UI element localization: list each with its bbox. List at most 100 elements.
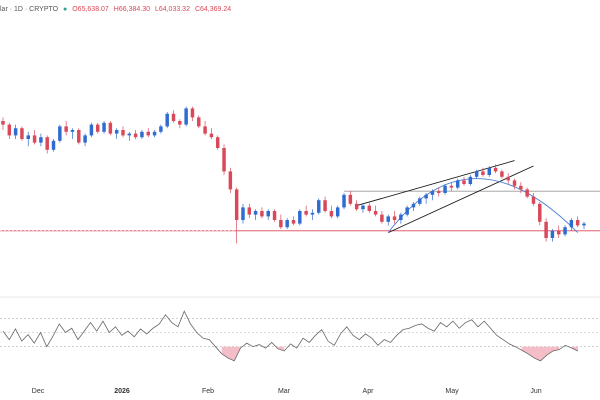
candle-body — [165, 113, 169, 127]
candle-body — [380, 214, 384, 222]
candle-body — [1, 121, 5, 125]
candle-body — [83, 135, 87, 143]
candle-body — [285, 220, 289, 228]
candle-body — [228, 171, 233, 190]
candle-body — [114, 130, 119, 134]
candle-body — [291, 220, 296, 224]
candle-body — [7, 124, 12, 136]
candle-body — [361, 205, 365, 210]
candle-body — [399, 214, 403, 220]
candle-body — [348, 194, 353, 204]
candle-body — [575, 220, 580, 226]
candle-body — [121, 130, 125, 136]
x-tick-label: Feb — [202, 388, 214, 395]
candle-body — [424, 194, 428, 199]
symbol-label: lar · 1D · CRYPTO — [0, 6, 59, 13]
chart-header: lar · 1D · CRYPTO ● O65,638.07 H66,384.3… — [0, 3, 234, 17]
x-tick-label: Dec — [32, 388, 45, 395]
candle-body — [430, 191, 435, 195]
candle-body — [582, 223, 586, 226]
candle-body — [89, 124, 94, 136]
rsi-oversold-fill — [278, 346, 285, 351]
candle-body — [462, 180, 466, 184]
candle-body — [569, 220, 574, 228]
x-tick-label: May — [445, 388, 459, 395]
candle-body — [64, 126, 68, 132]
candle-body — [411, 203, 416, 208]
candle-body — [266, 211, 270, 217]
candle-body — [367, 205, 372, 211]
candle-body — [197, 117, 201, 127]
candle-body — [405, 207, 409, 215]
candle-body — [260, 211, 264, 217]
candle-body — [171, 113, 176, 121]
candle-body — [418, 198, 422, 204]
candle-body — [493, 167, 498, 172]
candle-body — [178, 121, 182, 125]
candle-body — [234, 189, 239, 220]
candle-body — [70, 130, 75, 132]
candle-body — [437, 191, 441, 193]
candle-body — [184, 108, 188, 125]
close-value: C64,369.24 — [194, 6, 232, 13]
candle-body — [323, 200, 327, 211]
candlestick-series — [1, 106, 586, 244]
candle-body — [203, 126, 207, 134]
candle-body — [342, 194, 346, 208]
candle-body — [77, 130, 81, 143]
candle-body — [487, 167, 492, 175]
candle-body — [544, 221, 548, 238]
channel-upper-line — [356, 160, 515, 207]
rsi-oversold-fill — [521, 346, 560, 361]
rounding-top-arc — [387, 178, 579, 233]
open-value: O65,638.07 — [72, 6, 109, 13]
candle-body — [500, 171, 504, 177]
candle-body — [304, 211, 308, 215]
candle-body — [146, 131, 150, 136]
candle-body — [481, 171, 485, 175]
candle-body — [310, 212, 315, 215]
candle-body — [443, 185, 447, 193]
candle-body — [506, 176, 510, 181]
rsi-pane — [0, 296, 600, 362]
candle-body — [140, 131, 144, 138]
candle-body — [95, 124, 100, 132]
candle-body — [108, 122, 113, 134]
candle-body — [317, 200, 321, 213]
candle-body — [209, 133, 214, 138]
candle-body — [279, 220, 283, 228]
candle-body — [253, 211, 258, 215]
market-status-icon: ● — [63, 6, 68, 13]
candle-body — [538, 203, 542, 222]
candle-body — [519, 185, 523, 190]
candle-body — [272, 211, 277, 220]
candle-body — [563, 227, 567, 235]
candle-body — [159, 126, 163, 132]
x-tick-label: Mar — [278, 388, 291, 395]
candle-body — [468, 176, 473, 184]
candle-body — [298, 211, 302, 224]
candle-body — [531, 196, 536, 204]
candle-body — [13, 128, 18, 136]
candle-body — [455, 180, 460, 188]
candle-body — [550, 230, 555, 238]
x-tick-label: Apr — [363, 388, 375, 395]
candle-body — [354, 203, 359, 210]
candle-body — [215, 137, 220, 148]
candle-body — [512, 180, 517, 186]
candle-body — [449, 185, 454, 188]
candle-body — [190, 108, 195, 118]
candle-body — [152, 131, 157, 136]
candle-body — [329, 211, 334, 217]
candle-body — [39, 137, 43, 143]
rsi-line — [2, 310, 579, 362]
candle-body — [557, 230, 561, 235]
candle-body — [335, 207, 340, 217]
candle-body — [222, 148, 226, 172]
candle-body — [32, 135, 37, 143]
candle-body — [247, 207, 252, 215]
candle-body — [241, 207, 245, 220]
candle-body — [392, 216, 397, 220]
candle-body — [386, 216, 390, 222]
